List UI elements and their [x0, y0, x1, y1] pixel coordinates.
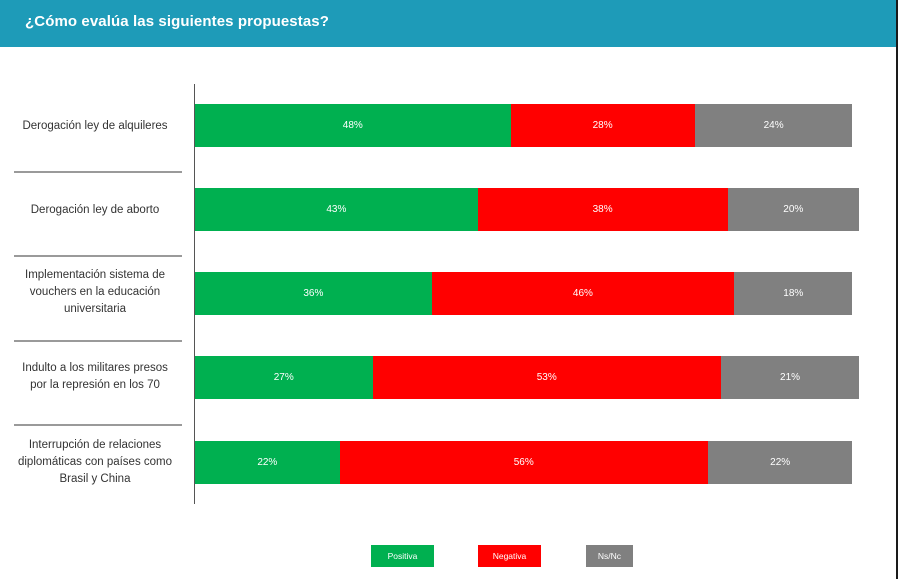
- category-label: Implementación sistema de vouchers en la …: [6, 267, 184, 318]
- category-separator: [14, 340, 182, 342]
- category-label: Derogación ley de alquileres: [6, 118, 184, 135]
- data-label: 22%: [257, 457, 278, 468]
- right-border: [896, 0, 898, 579]
- chart-title: ¿Cómo evalúa las siguientes propuestas?: [25, 13, 329, 30]
- data-label: 46%: [572, 288, 593, 299]
- legend-item: Positiva: [371, 545, 434, 567]
- category-label-line: Interrupción de relaciones: [28, 438, 162, 451]
- category-label-line: diplomáticas con países como: [17, 455, 173, 468]
- category-separator: [14, 255, 182, 257]
- data-label: 38%: [592, 204, 613, 215]
- category-label: Interrupción de relaciones diplomáticas c…: [6, 437, 184, 488]
- data-label: 48%: [342, 120, 363, 131]
- bar-segment: 21%: [721, 356, 860, 399]
- bar-segment: 43%: [195, 188, 478, 231]
- data-label: 22%: [770, 457, 791, 468]
- category-axis-line: [194, 84, 195, 504]
- data-label: 53%: [536, 372, 557, 383]
- legend-item: Ns/Nc: [586, 545, 633, 567]
- bar-segment: 46%: [431, 272, 735, 315]
- category-label-line: Derogación ley de aborto: [30, 203, 160, 216]
- category-label-line: por la represión en los 70: [30, 379, 160, 391]
- data-label: 28%: [592, 120, 613, 131]
- legend-label: Ns/Nc: [597, 551, 622, 561]
- bar-segment: 56%: [339, 441, 708, 484]
- bar-segment: 53%: [372, 356, 721, 399]
- category-label-line: Implementación sistema de: [25, 268, 165, 281]
- data-label: 24%: [763, 120, 784, 131]
- data-label: 20%: [783, 204, 804, 215]
- category-label-line: Derogación ley de alquileres: [22, 119, 168, 132]
- category-label: Derogación ley de aborto: [6, 202, 184, 219]
- bar-segment: 27%: [195, 356, 373, 399]
- data-label: 36%: [303, 288, 324, 299]
- legend-label: Negativa: [492, 551, 527, 561]
- bar-segment: 22%: [195, 441, 340, 484]
- bar-segment: 20%: [727, 188, 860, 231]
- legend-label: Positiva: [387, 551, 418, 561]
- bar-segment: 38%: [477, 188, 728, 231]
- category-label-line: universitaria: [64, 302, 126, 315]
- bar-segment: 22%: [707, 441, 853, 484]
- bar-segment: 36%: [195, 272, 432, 315]
- data-label: 27%: [273, 372, 294, 383]
- data-label: 43%: [326, 204, 347, 215]
- bar-segment: 48%: [195, 104, 511, 147]
- bar-segment: 24%: [694, 104, 853, 147]
- category-label-line: vouchers en la educación: [29, 285, 161, 298]
- data-label: 56%: [513, 457, 534, 468]
- category-separator: [14, 424, 182, 426]
- data-label: 18%: [783, 288, 804, 299]
- category-label-line: Brasil y China: [59, 472, 131, 485]
- header-bar: ¿Cómo evalúa las siguientes propuestas?: [0, 0, 896, 47]
- category-separator: [14, 171, 182, 173]
- category-label-line: Indulto a los militares presos: [22, 362, 168, 374]
- category-label: Indulto a los militares presos por la rep…: [6, 360, 184, 394]
- bar-segment: 18%: [734, 272, 853, 315]
- legend-item: Negativa: [478, 545, 541, 567]
- bar-segment: 28%: [510, 104, 695, 147]
- data-label: 21%: [780, 372, 801, 383]
